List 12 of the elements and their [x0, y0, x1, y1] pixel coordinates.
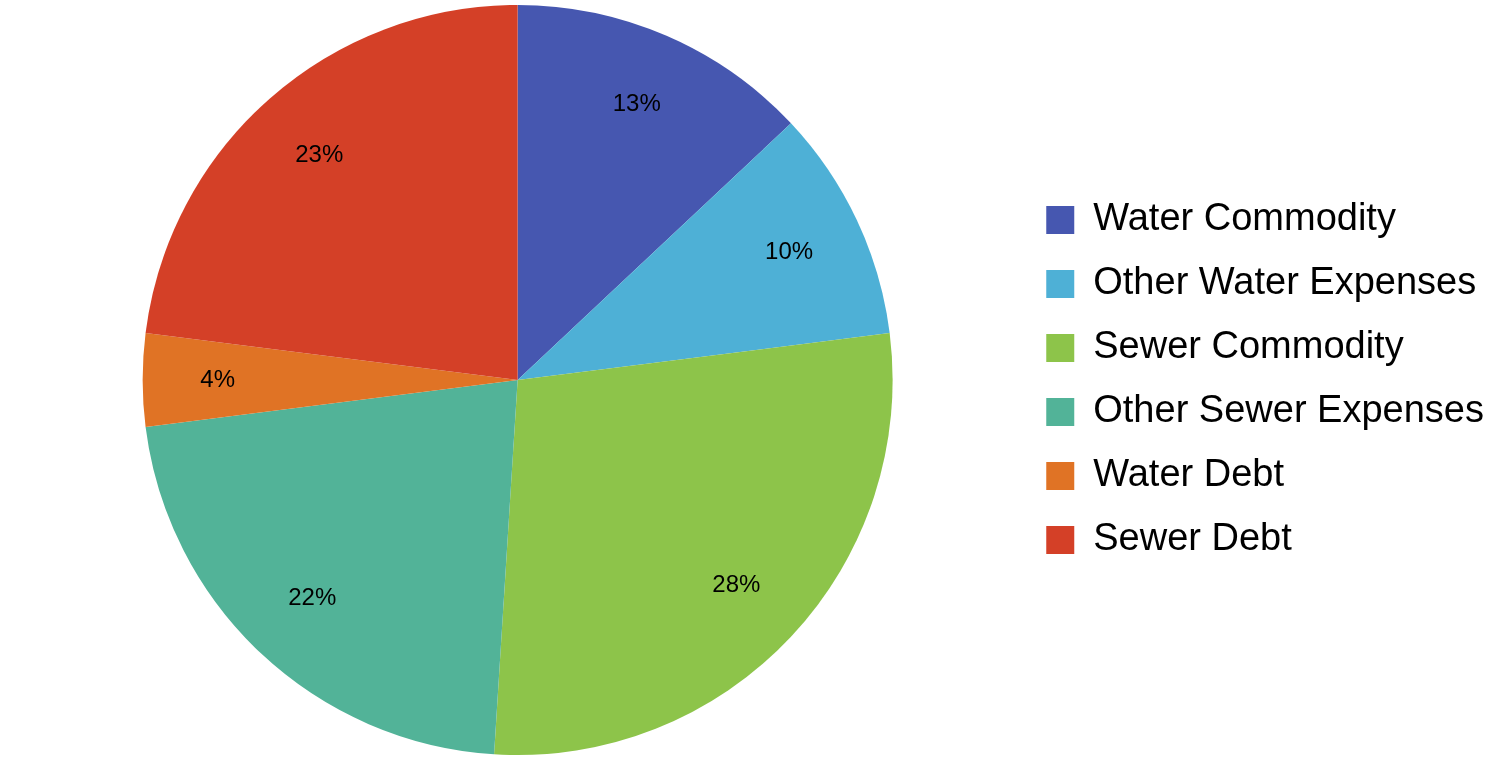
- legend-label: Water Commodity: [1093, 196, 1396, 239]
- data-label: 28%: [712, 569, 761, 597]
- data-label: 4%: [200, 364, 235, 392]
- data-label: 13%: [612, 89, 661, 117]
- legend-label: Other Sewer Expenses: [1093, 388, 1485, 431]
- legend-label: Sewer Commodity: [1093, 324, 1404, 367]
- legend-label: Sewer Debt: [1093, 516, 1293, 559]
- legend-label: Water Debt: [1093, 452, 1285, 495]
- legend-label: Other Water Expenses: [1093, 260, 1477, 303]
- data-label: 22%: [288, 583, 337, 611]
- data-label: 10%: [765, 236, 814, 264]
- data-label: 23%: [295, 139, 344, 167]
